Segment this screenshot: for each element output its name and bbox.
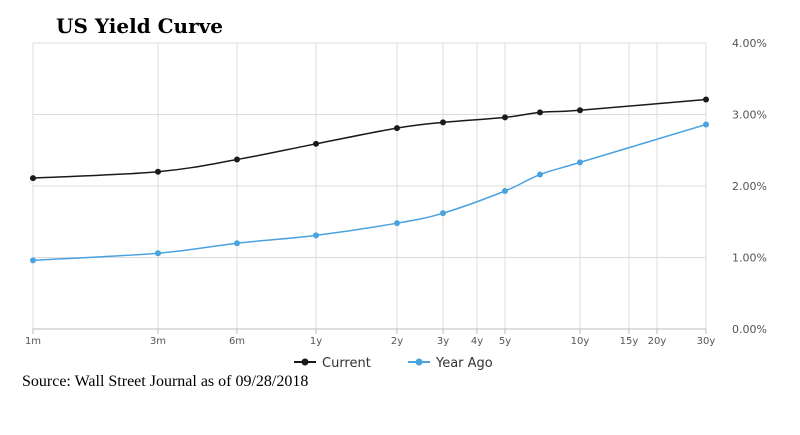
y-tick-label: 1.00% — [732, 252, 767, 265]
data-point-year-ago[interactable] — [313, 232, 319, 239]
data-point-year-ago[interactable] — [394, 220, 400, 227]
y-axis-ticks: 0.00% 1.00% 2.00% 3.00% 4.00% — [732, 37, 767, 336]
data-point-current[interactable] — [440, 119, 446, 126]
x-tick-label: 6m — [229, 336, 245, 347]
y-tick-label: 3.00% — [732, 109, 767, 122]
data-point-current[interactable] — [313, 140, 319, 147]
data-point-current[interactable] — [155, 168, 161, 175]
x-tick-label: 2y — [391, 336, 403, 347]
x-tick-label: 10y — [571, 336, 590, 347]
data-point-current[interactable] — [577, 107, 583, 114]
data-point-current[interactable] — [30, 175, 36, 182]
data-point-year-ago[interactable] — [440, 210, 446, 217]
data-point-year-ago[interactable] — [155, 250, 161, 257]
series-line-year-ago — [32, 123, 707, 262]
x-axis-ticks: 1m 3m 6m 1y 2y 3y 4y 5y 10y 15y 20y 30y — [25, 336, 715, 347]
data-point-current[interactable] — [703, 96, 709, 103]
data-point-current[interactable] — [394, 125, 400, 132]
x-tick-label: 20y — [648, 336, 667, 347]
x-tick-label: 4y — [471, 336, 483, 347]
legend-marker-current — [301, 358, 309, 366]
legend-item-year-ago[interactable]: Year Ago — [408, 356, 493, 371]
x-tick-label: 3y — [437, 336, 449, 347]
data-point-current[interactable] — [502, 114, 508, 121]
data-point-year-ago[interactable] — [577, 159, 583, 166]
x-tick-label: 15y — [620, 336, 639, 347]
x-tick-label: 3m — [150, 336, 166, 347]
y-tick-label: 4.00% — [732, 37, 767, 50]
data-point-current[interactable] — [537, 109, 543, 116]
x-tick-label: 1y — [310, 336, 322, 347]
y-tick-label: 0.00% — [732, 323, 767, 336]
legend-marker-year-ago — [415, 358, 423, 366]
x-tick-label: 5y — [499, 336, 511, 347]
legend: Current Year Ago — [294, 356, 493, 371]
y-tick-label: 2.00% — [732, 180, 767, 193]
data-point-year-ago[interactable] — [537, 171, 543, 178]
data-point-year-ago[interactable] — [502, 188, 508, 195]
legend-label-year-ago: Year Ago — [435, 356, 493, 371]
x-tick-label: 1m — [25, 336, 41, 347]
legend-label-current: Current — [322, 356, 371, 371]
data-point-current[interactable] — [234, 156, 240, 163]
x-tick-label: 30y — [697, 336, 716, 347]
data-point-year-ago[interactable] — [30, 257, 36, 264]
legend-item-current[interactable]: Current — [294, 356, 371, 371]
grid — [32, 42, 707, 334]
chart-title: US Yield Curve — [56, 14, 223, 38]
series-line-current — [32, 98, 707, 179]
source-note: Source: Wall Street Journal as of 09/28/… — [22, 373, 309, 390]
data-point-year-ago[interactable] — [234, 240, 240, 247]
series-lines — [30, 96, 709, 264]
data-point-year-ago[interactable] — [703, 121, 709, 128]
